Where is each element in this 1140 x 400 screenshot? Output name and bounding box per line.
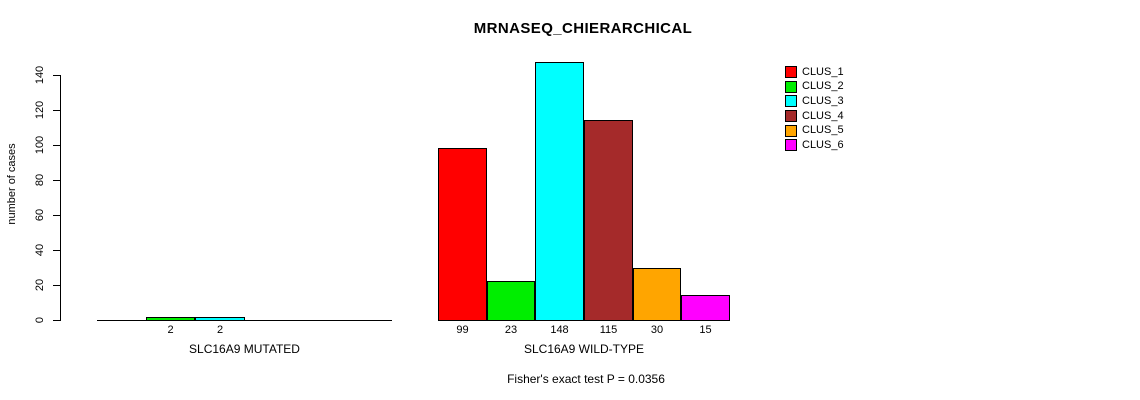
y-tick-label: 100 (34, 135, 46, 155)
bar-value-label: 2 (167, 324, 174, 336)
y-tick (53, 110, 61, 111)
legend-swatch-icon (785, 124, 797, 137)
bar-value-label: 148 (550, 324, 569, 336)
y-tick-label: 140 (34, 65, 46, 85)
legend-label: CLUS_6 (802, 138, 844, 151)
legend-item: CLUS_1 (785, 65, 844, 80)
bar-clus_2 (146, 317, 195, 321)
bar-clus_1 (438, 148, 487, 321)
legend-label: CLUS_2 (802, 80, 844, 93)
y-tick (53, 250, 61, 251)
bar-clus_4 (584, 120, 633, 321)
bar-clus_2 (487, 281, 535, 321)
y-tick-label: 60 (34, 208, 46, 222)
y-tick (53, 75, 61, 76)
y-tick (53, 320, 61, 321)
bar-clus_3 (535, 62, 584, 321)
legend-item: CLUS_2 (785, 80, 844, 95)
legend-label: CLUS_3 (802, 94, 844, 107)
bar-value-label: 115 (599, 324, 618, 336)
legend-item: CLUS_4 (785, 109, 844, 124)
footnote-text: Fisher's exact test P = 0.0356 (507, 372, 665, 386)
y-tick (53, 215, 61, 216)
legend-item: CLUS_3 (785, 94, 844, 109)
bar-value-label: 99 (456, 324, 469, 336)
chart-title: MRNASEQ_CHIERARCHICAL (473, 20, 693, 37)
legend-label: CLUS_1 (802, 65, 844, 78)
legend-label: CLUS_5 (802, 124, 844, 137)
legend: CLUS_1 CLUS_2 CLUS_3 CLUS_4 CLUS_5 CLUS_6 (785, 65, 844, 153)
bar-clus_6 (681, 295, 730, 321)
y-tick-label: 20 (34, 278, 46, 292)
y-tick-label: 80 (34, 173, 46, 187)
legend-swatch-icon (785, 139, 797, 152)
legend-item: CLUS_6 (785, 138, 844, 153)
bar-clus_5 (633, 268, 681, 321)
y-tick-label: 0 (34, 316, 46, 324)
legend-swatch-icon (785, 80, 797, 93)
y-tick-label: 120 (34, 100, 46, 120)
legend-label: CLUS_4 (802, 109, 844, 122)
bar-value-label: 23 (504, 324, 518, 336)
legend-swatch-icon (785, 66, 797, 79)
y-tick-label: 40 (34, 243, 46, 257)
y-axis-line (60, 75, 61, 321)
y-tick (53, 145, 61, 146)
bar-value-label: 30 (650, 324, 664, 336)
bar-clus_3 (195, 317, 245, 321)
bar-value-label: 15 (699, 324, 712, 336)
group-label: SLC16A9 WILD-TYPE (523, 342, 645, 356)
bar-value-label: 2 (216, 324, 224, 336)
y-tick (53, 180, 61, 181)
legend-swatch-icon (785, 95, 797, 108)
y-axis-title: number of cases (6, 143, 18, 225)
group-label: SLC16A9 MUTATED (189, 342, 300, 356)
legend-item: CLUS_5 (785, 123, 844, 138)
y-tick (53, 285, 61, 286)
legend-swatch-icon (785, 110, 797, 123)
